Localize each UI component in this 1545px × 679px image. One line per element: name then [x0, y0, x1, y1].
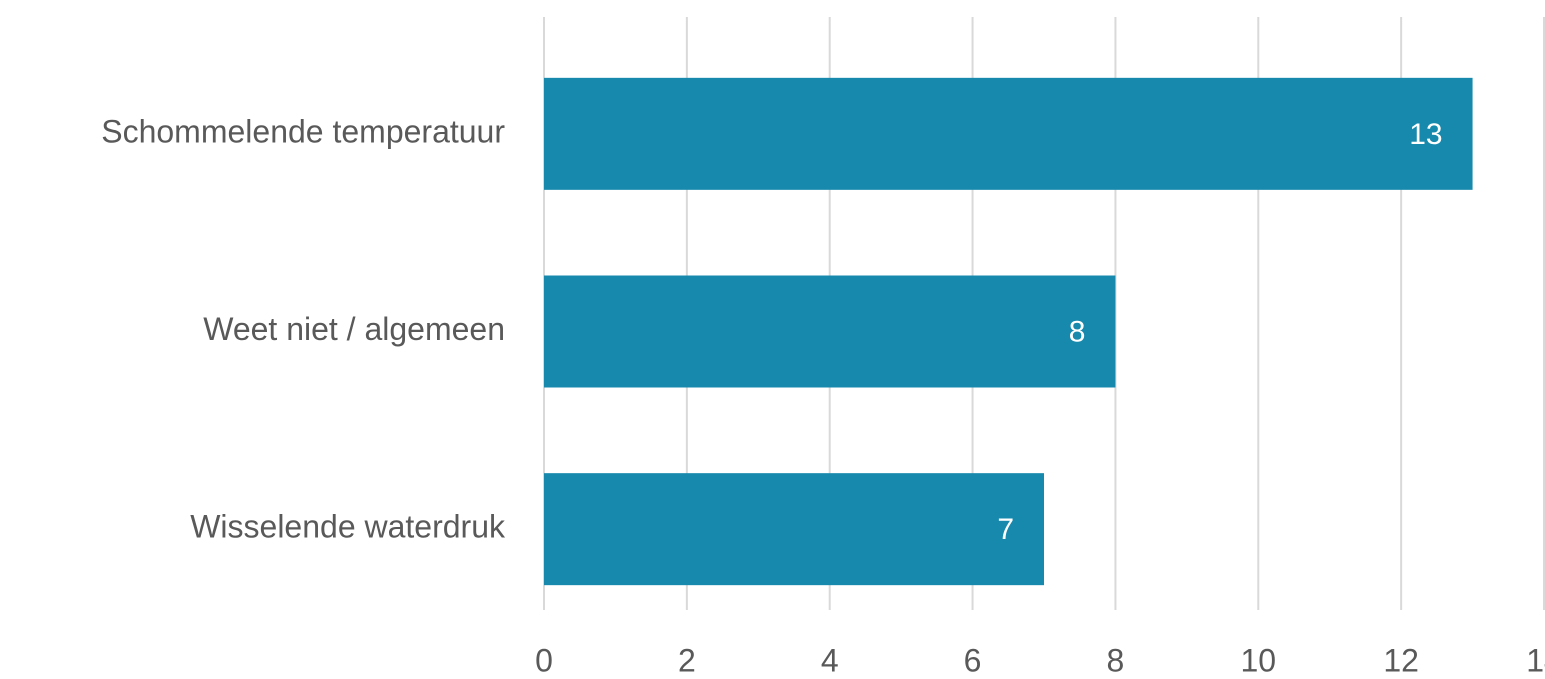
x-tick-label: 10 — [1240, 642, 1276, 678]
data-label: 7 — [997, 513, 1014, 546]
bar — [544, 275, 1116, 388]
x-tick-label: 8 — [1107, 642, 1125, 678]
x-tick-label: 14 — [1526, 642, 1545, 678]
data-label: 13 — [1409, 118, 1442, 151]
y-tick-label: Schommelende temperatuur — [101, 113, 505, 149]
x-tick-label: 0 — [535, 642, 553, 678]
y-tick-label: Wisselende waterdruk — [190, 509, 506, 545]
x-tick-label: 12 — [1383, 642, 1419, 678]
y-tick-label: Weet niet / algemeen — [203, 311, 505, 347]
x-tick-label: 2 — [678, 642, 696, 678]
bar — [544, 77, 1473, 190]
data-label: 8 — [1069, 315, 1086, 348]
x-tick-label: 4 — [821, 642, 839, 678]
bar — [544, 473, 1044, 586]
x-tick-label: 6 — [964, 642, 982, 678]
